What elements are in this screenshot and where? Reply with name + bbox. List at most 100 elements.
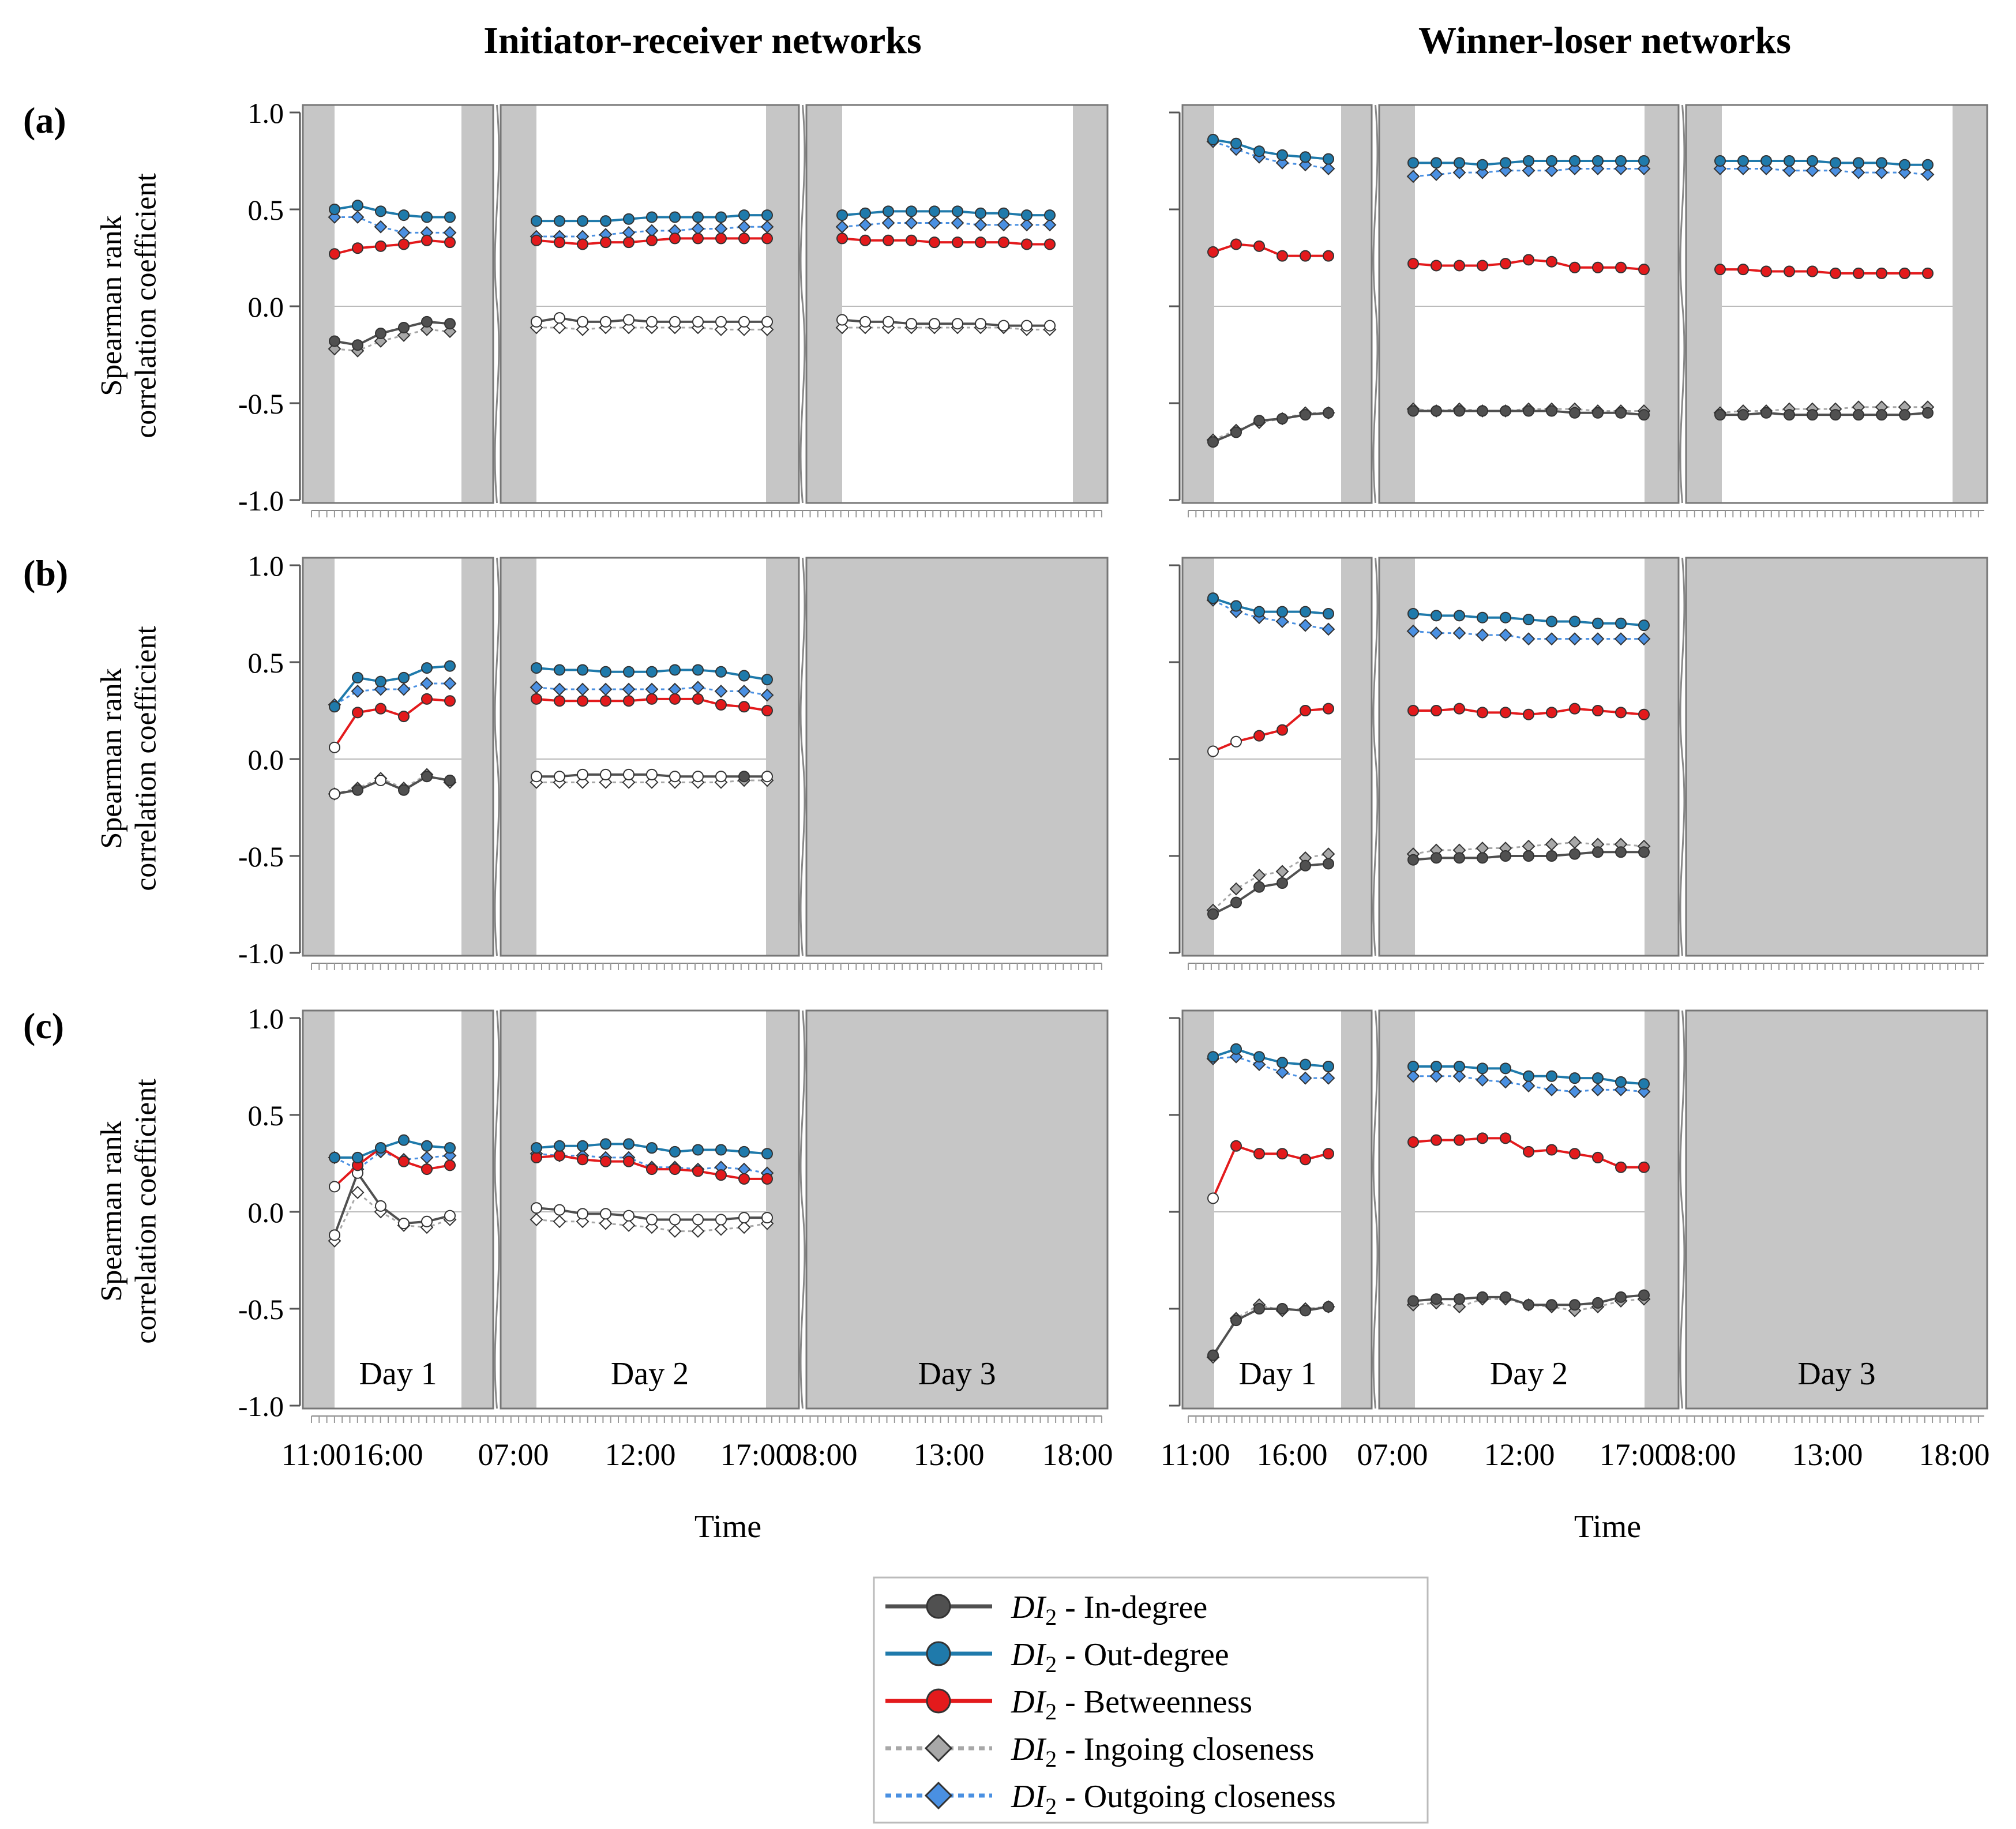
axis-break	[799, 1010, 806, 1409]
point-outgoing-closeness	[737, 684, 751, 698]
point-in-degree	[1431, 852, 1442, 864]
point-ingoing-closeness	[351, 1185, 365, 1199]
point-betweenness	[761, 705, 773, 716]
x-tick-label: 17:00	[720, 1437, 791, 1472]
point-in-degree	[1638, 846, 1650, 858]
point-out-degree	[1454, 610, 1465, 622]
point-ingoing-closeness	[691, 1225, 705, 1238]
point-betweenness	[600, 1155, 611, 1167]
point-betweenness	[1253, 240, 1265, 252]
point-in-degree	[692, 316, 704, 328]
point-in-degree	[329, 788, 340, 800]
night-shade	[303, 105, 335, 503]
point-in-degree	[1546, 1299, 1557, 1311]
x-tick-label: 18:00	[1042, 1437, 1113, 1472]
point-betweenness	[1615, 1161, 1627, 1173]
point-out-degree	[1737, 155, 1749, 167]
point-outgoing-closeness	[1499, 1075, 1512, 1089]
point-betweenness	[1407, 1136, 1419, 1148]
point-in-degree	[1300, 859, 1311, 872]
night-region	[805, 557, 1109, 957]
point-outgoing-closeness	[1545, 164, 1559, 178]
point-out-degree	[1899, 159, 1910, 171]
point-out-degree	[1500, 611, 1511, 624]
panel-1-1: (a) Spearman rankcorrelation coefficient 1…	[23, 97, 1109, 517]
point-out-degree	[1638, 1078, 1650, 1090]
segment-frame	[500, 1009, 800, 1410]
y-axis-label-line: correlation coefficient	[130, 626, 163, 891]
point-in-degree	[531, 316, 542, 328]
day-label: Day 3	[918, 1356, 996, 1392]
point-in-degree	[761, 771, 773, 783]
point-betweenness	[1454, 703, 1465, 715]
point-in-degree	[600, 768, 611, 780]
point-outgoing-closeness	[351, 684, 365, 698]
point-in-degree	[692, 771, 704, 783]
point-in-degree	[1300, 1305, 1311, 1317]
point-in-degree	[1500, 850, 1511, 862]
point-outgoing-closeness	[997, 218, 1011, 232]
point-in-degree	[859, 316, 871, 328]
point-out-degree	[329, 204, 340, 215]
point-out-degree	[1592, 1072, 1604, 1084]
point-betweenness	[623, 1155, 635, 1167]
point-ingoing-closeness	[1252, 869, 1266, 882]
point-in-degree	[375, 328, 386, 340]
series-line-outgoing-closeness	[536, 1152, 768, 1174]
x-tick-label: 12:00	[1484, 1437, 1555, 1472]
x-tick-label: 17:00	[1599, 1437, 1670, 1472]
night-shade	[766, 558, 799, 956]
y-tick-label: 0.5	[248, 647, 284, 679]
point-out-degree	[554, 215, 565, 227]
point-outgoing-closeness	[951, 216, 964, 230]
segment-frame	[1685, 104, 1988, 504]
point-out-degree	[1323, 153, 1334, 165]
point-ingoing-closeness	[1568, 836, 1582, 849]
series-line-in-degree	[842, 318, 1050, 327]
series-line-outgoing-closeness	[842, 222, 1050, 228]
point-outgoing-closeness	[622, 682, 636, 696]
point-in-degree	[375, 774, 386, 786]
point-outgoing-closeness	[374, 220, 388, 234]
y-axis-label-line: correlation coefficient	[130, 173, 163, 438]
point-betweenness	[1300, 705, 1311, 716]
point-outgoing-closeness	[737, 220, 751, 234]
point-out-degree	[1638, 155, 1650, 167]
night-shade	[1645, 558, 1679, 956]
point-out-degree	[600, 215, 611, 227]
point-in-degree	[715, 1214, 727, 1226]
point-out-degree	[398, 209, 410, 221]
point-in-degree	[1477, 405, 1488, 417]
series-line-ingoing-closeness	[333, 1191, 450, 1242]
point-betweenness	[1615, 707, 1627, 719]
point-betweenness	[1207, 745, 1219, 757]
point-in-degree	[1592, 407, 1604, 419]
point-out-degree	[554, 664, 565, 676]
point-out-degree	[761, 209, 773, 221]
x-tick-label: 16:00	[352, 1437, 423, 1472]
y-tick-label: 0.0	[248, 1196, 284, 1229]
point-in-degree	[1638, 409, 1650, 421]
point-betweenness	[761, 232, 773, 245]
point-betweenness	[1615, 261, 1627, 273]
point-out-degree	[692, 664, 704, 676]
point-out-degree	[1807, 155, 1818, 167]
point-out-degree	[738, 670, 750, 682]
panel-2-1: (b) Spearman rankcorrelation coefficient 1…	[23, 550, 1109, 970]
point-betweenness	[1592, 1151, 1604, 1163]
point-out-degree	[1615, 1076, 1627, 1088]
legend-text: - Out-degree	[1057, 1637, 1229, 1673]
point-outgoing-closeness	[420, 1151, 434, 1165]
point-out-degree	[1253, 606, 1265, 618]
day-label: Day 3	[1797, 1356, 1875, 1392]
legend-marker	[926, 1641, 951, 1666]
point-out-degree	[444, 660, 456, 672]
point-betweenness	[1569, 261, 1580, 273]
point-outgoing-closeness	[1591, 632, 1605, 646]
series-line-ingoing-closeness	[1720, 406, 1928, 414]
day-label: Day 1	[1238, 1356, 1316, 1392]
point-in-degree	[421, 1215, 433, 1227]
point-betweenness	[554, 695, 565, 707]
y-axis-label-line: Spearman rank	[95, 1121, 128, 1301]
